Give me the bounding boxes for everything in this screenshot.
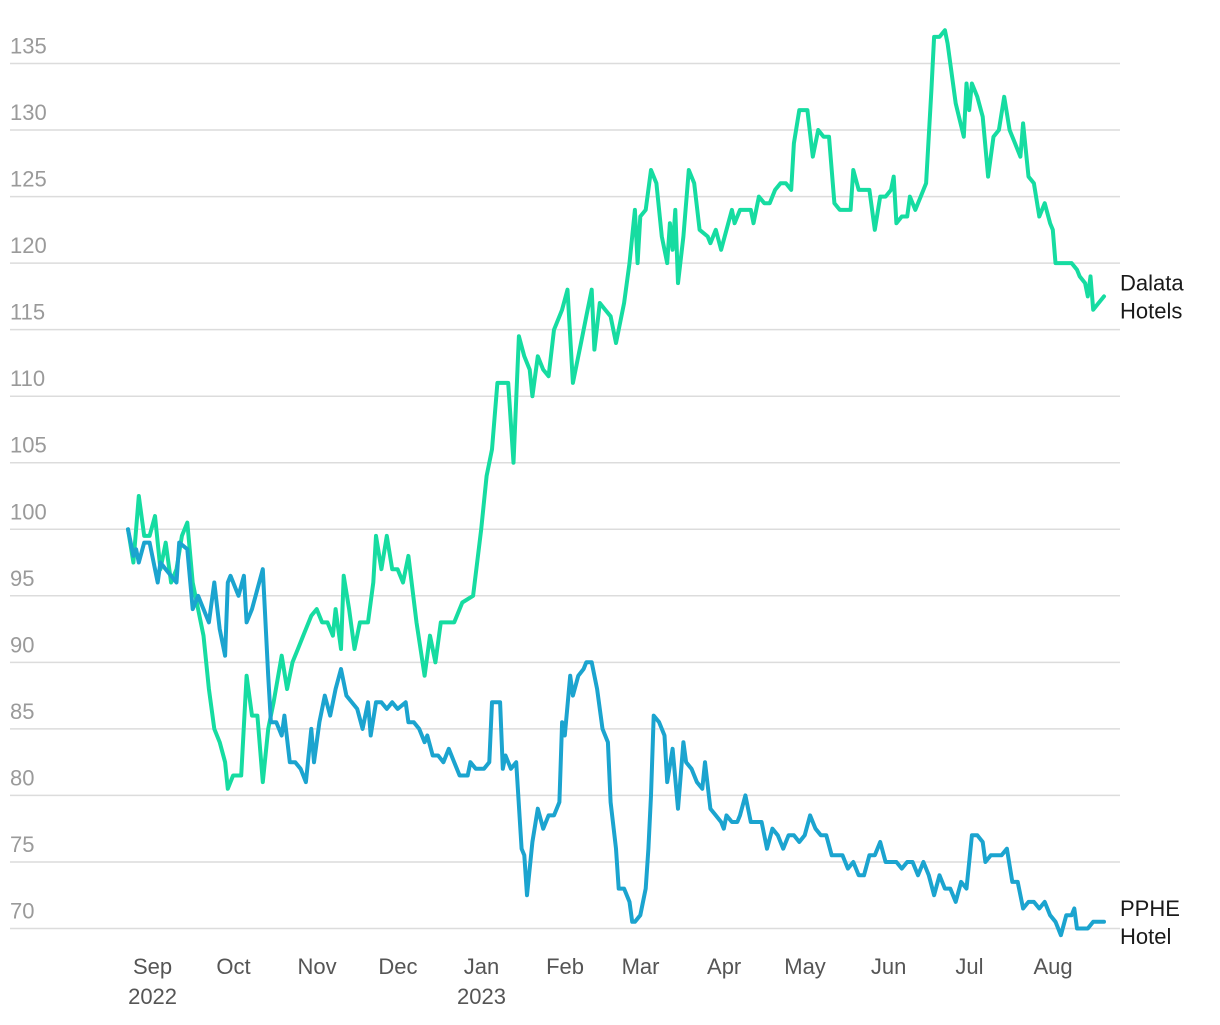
gridlines: [10, 62, 1120, 930]
series-lines: [126, 28, 1106, 938]
y-tick-label: 130: [10, 100, 47, 125]
x-axis-ticks: Sep 2022 Oct Nov Dec Jan 2023 Feb Mar Apr May Jun Ju…: [128, 954, 1073, 1009]
series-labels: Dalata Hotels PPHE Hotel: [1120, 270, 1184, 948]
x-tick-year-label: 2022: [128, 984, 177, 1009]
y-tick-label: 90: [10, 632, 34, 657]
series-line-pphe-hotel: [126, 527, 1106, 938]
x-tick-year-label: 2023: [457, 984, 506, 1009]
x-tick-label: Jul: [955, 954, 983, 979]
y-tick-label: 75: [10, 832, 34, 857]
x-tick-label: Dec: [378, 954, 417, 979]
series-label-pphe-hotel: Hotel: [1120, 924, 1171, 949]
y-tick-label: 125: [10, 167, 47, 192]
y-tick-label: 100: [10, 499, 47, 524]
series-label-dalata-hotels: Hotels: [1120, 298, 1182, 323]
y-tick-label: 85: [10, 699, 34, 724]
series-label-pphe-hotel: PPHE: [1120, 896, 1180, 921]
x-tick-label: Mar: [622, 954, 660, 979]
y-tick-label: 110: [10, 366, 45, 391]
y-tick-label: 115: [10, 300, 45, 325]
x-tick-label: Jun: [871, 954, 906, 979]
x-tick-label: Apr: [707, 954, 741, 979]
y-tick-label: 95: [10, 566, 34, 591]
x-tick-label: Nov: [297, 954, 336, 979]
y-tick-label: 135: [10, 34, 47, 59]
y-tick-label: 70: [10, 899, 34, 924]
x-tick-label: Sep: [133, 954, 172, 979]
y-tick-label: 105: [10, 433, 47, 458]
x-tick-label: Feb: [546, 954, 584, 979]
series-line-dalata-hotels: [126, 28, 1106, 791]
y-axis-ticks: 70 75 80 85 90 95 100 105 110 115 120 125 130 135: [10, 34, 47, 924]
x-tick-label: Oct: [216, 954, 250, 979]
x-tick-label: Jan: [464, 954, 499, 979]
x-tick-label: Aug: [1033, 954, 1072, 979]
y-tick-label: 120: [10, 233, 47, 258]
x-tick-label: May: [784, 954, 826, 979]
y-tick-label: 80: [10, 765, 34, 790]
series-label-dalata-hotels: Dalata: [1120, 270, 1184, 295]
